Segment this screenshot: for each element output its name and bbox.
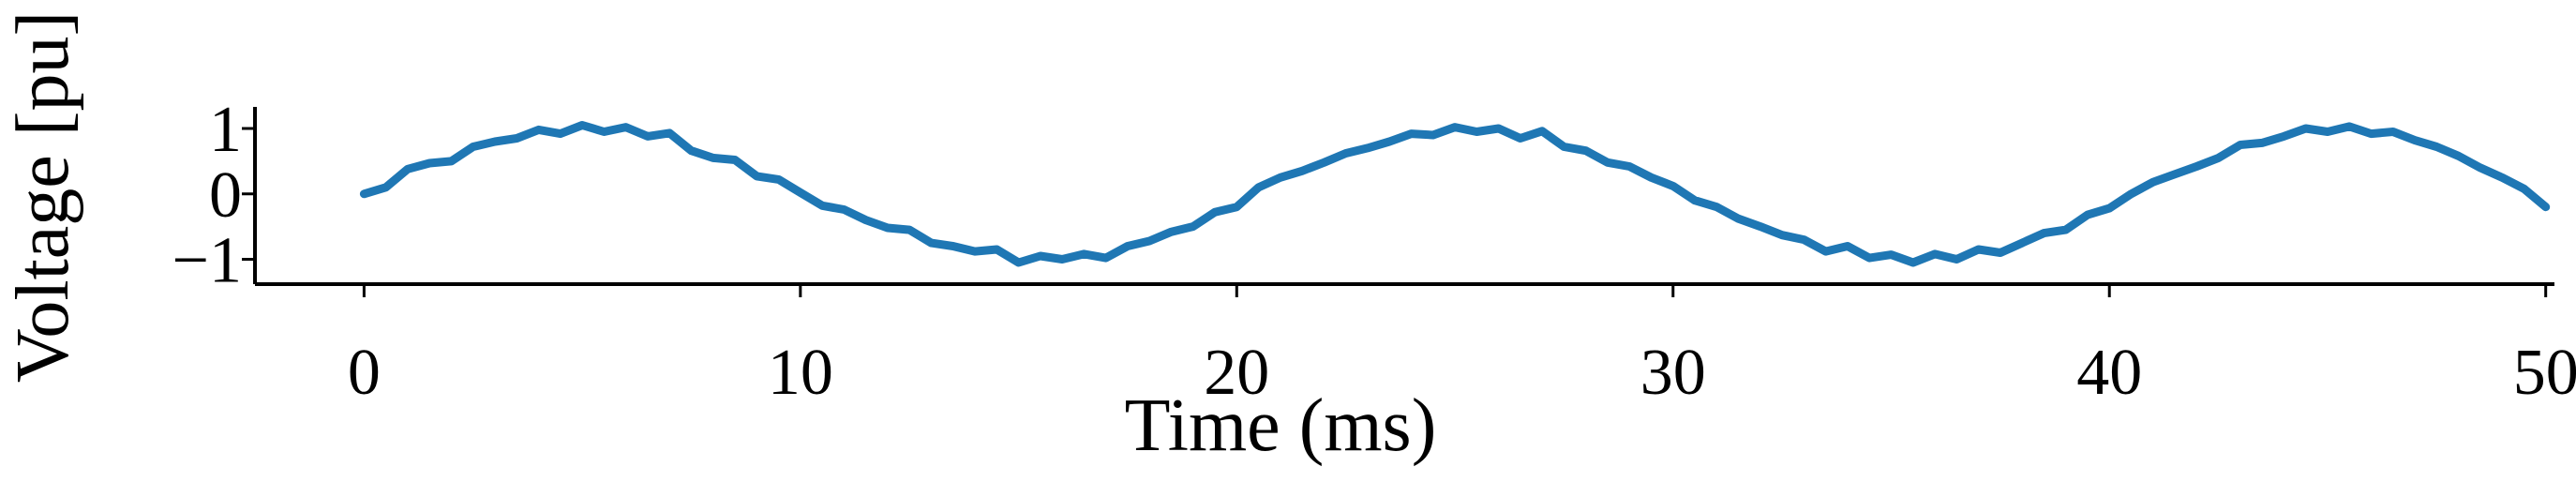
y-tick-label: 1 — [209, 94, 242, 166]
x-tick-label: 20 — [1204, 337, 1269, 409]
x-axis-label: Time (ms) — [1125, 384, 1437, 467]
line-series — [359, 121, 2551, 267]
x-tick-label: 40 — [2076, 337, 2142, 409]
y-tick-label: 0 — [209, 159, 242, 232]
y-tick-label: −1 — [172, 224, 242, 296]
x-tick-label: 30 — [1640, 337, 1706, 409]
y-axis-label: Voltage [pu] — [2, 11, 84, 383]
x-tick-label: 10 — [768, 337, 833, 409]
x-tick-label: 0 — [348, 337, 381, 409]
x-tick-label: 50 — [2513, 337, 2576, 409]
